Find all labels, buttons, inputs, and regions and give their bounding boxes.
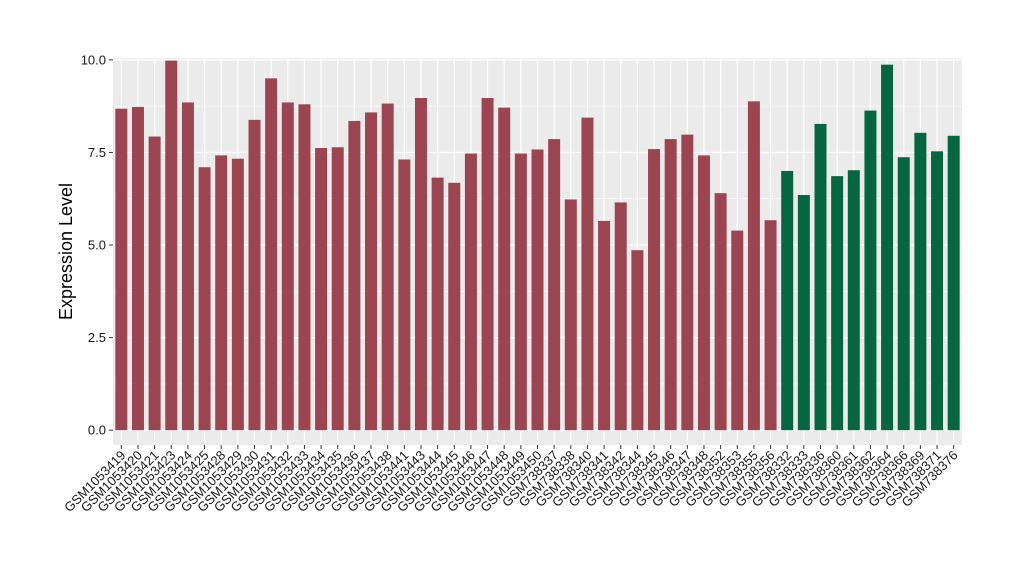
bar-GSM1053425 <box>198 167 211 431</box>
bar-GSM738341 <box>598 220 611 431</box>
bar-GSM1053435 <box>331 147 344 431</box>
y-tick-label: 2.5 <box>88 330 106 345</box>
bar-GSM738371 <box>931 151 944 431</box>
bar-GSM1053449 <box>514 153 527 431</box>
bar-GSM1053441 <box>398 159 411 431</box>
y-tick-label: 10.0 <box>81 52 106 67</box>
bar-GSM738361 <box>847 170 860 431</box>
bar-GSM738340 <box>581 117 594 431</box>
x-axis-ticks: GSM1053419GSM1053420GSM1053421GSM1053423… <box>61 445 961 515</box>
bar-GSM1053437 <box>365 112 378 431</box>
bar-GSM1053447 <box>481 97 494 431</box>
bar-GSM1053445 <box>448 182 461 431</box>
bar-GSM1053424 <box>181 102 194 431</box>
bar-GSM1053434 <box>315 147 328 431</box>
bar-GSM1053430 <box>248 119 261 431</box>
bar-GSM1053436 <box>348 120 361 431</box>
y-tick-label: 7.5 <box>88 145 106 160</box>
bar-GSM738360 <box>831 176 844 431</box>
bar-GSM738348 <box>697 155 710 431</box>
bar-GSM1053433 <box>298 104 311 431</box>
bar-GSM738342 <box>614 202 627 431</box>
bar-GSM1053421 <box>148 136 161 431</box>
bar-GSM1053448 <box>498 107 511 431</box>
bar-GSM1053438 <box>381 103 394 431</box>
bar-GSM738346 <box>664 139 677 431</box>
bar-GSM1053444 <box>431 177 444 431</box>
bar-GSM738376 <box>947 135 960 431</box>
bar-GSM738355 <box>747 101 760 431</box>
bar-GSM738336 <box>814 123 827 431</box>
bar-GSM738356 <box>764 220 777 431</box>
bar-GSM738352 <box>714 193 727 431</box>
bar-GSM1053443 <box>414 97 427 431</box>
bar-GSM1053450 <box>531 149 544 431</box>
y-axis-ticks: 0.0 2.5 5.0 7.5 10.0 <box>81 52 113 438</box>
bar-GSM1053428 <box>215 155 228 431</box>
bar-GSM738332 <box>781 170 794 431</box>
bar-GSM738347 <box>681 134 694 431</box>
bar-GSM738366 <box>897 157 910 431</box>
bar-GSM1053423 <box>165 60 178 431</box>
bar-GSM738333 <box>797 195 810 431</box>
bar-GSM1053419 <box>115 108 128 431</box>
y-axis-title: Expression Level <box>56 183 76 320</box>
bar-GSM738338 <box>564 199 577 431</box>
bar-GSM1053431 <box>265 78 278 431</box>
bar-GSM738362 <box>864 110 877 431</box>
bar-GSM1053446 <box>464 153 477 431</box>
bar-GSM738344 <box>631 250 644 431</box>
bar-GSM738337 <box>548 139 561 431</box>
y-tick-label: 5.0 <box>88 238 106 253</box>
bars <box>115 60 960 431</box>
bar-GSM1053420 <box>131 106 144 431</box>
y-tick-label: 0.0 <box>88 423 106 438</box>
bar-GSM738369 <box>914 132 927 431</box>
bar-GSM738345 <box>648 149 661 431</box>
bar-GSM738353 <box>731 230 744 431</box>
bar-GSM1053432 <box>281 102 294 431</box>
bar-GSM738364 <box>881 64 894 431</box>
bar-GSM1053429 <box>231 158 244 431</box>
